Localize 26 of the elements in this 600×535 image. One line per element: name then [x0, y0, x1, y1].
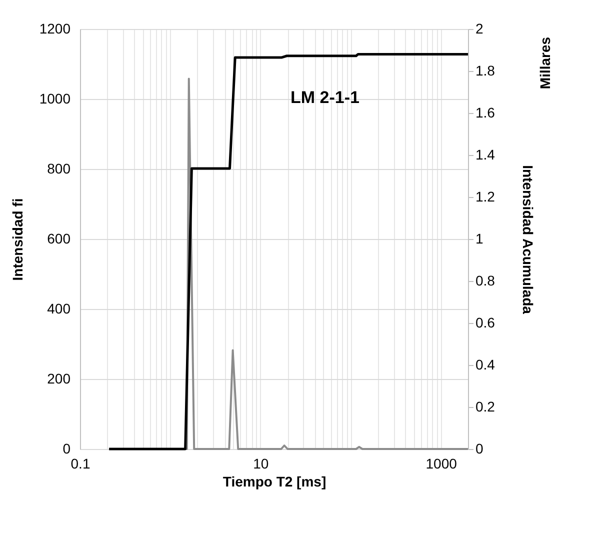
y-tick-label: 600	[47, 230, 71, 246]
y-tick-label: 1200	[39, 20, 71, 36]
y2-tick-label: 1.6	[476, 104, 496, 120]
y2-tick-label: 0.6	[476, 314, 496, 330]
y-tick-label: 0	[62, 440, 71, 456]
y2-axis-title: Intensidad Acumulada	[520, 165, 536, 314]
text: Millares	[537, 36, 553, 90]
y2-tick-label: 1.4	[476, 146, 496, 162]
x-axis-title: Tiempo T2 [ms]	[222, 474, 326, 490]
x-tick-label: 0.1	[70, 456, 90, 472]
y2-tick-label: 1.2	[476, 188, 496, 204]
y2-tick-label: 0	[476, 440, 484, 456]
y-tick-label: 1000	[39, 90, 71, 106]
y2-tick-label: 0.8	[476, 272, 496, 288]
x-tick-label: 1000	[426, 456, 458, 472]
y2-tick-label: 1.8	[476, 62, 496, 78]
y-axis-title: Intensidad fi	[9, 198, 26, 281]
x-tick-label: 10	[253, 456, 269, 472]
y2-tick-label: 0.2	[476, 398, 496, 414]
y2-tick-label: 0.4	[476, 356, 496, 372]
annotation: LM 2-1-1	[290, 88, 360, 107]
y-tick-label: 400	[47, 300, 71, 316]
y-tick-label: 200	[47, 370, 71, 386]
y2-tick-label: 1	[476, 230, 484, 246]
y-tick-label: 800	[47, 160, 71, 176]
y2-tick-label: 2	[476, 20, 484, 36]
